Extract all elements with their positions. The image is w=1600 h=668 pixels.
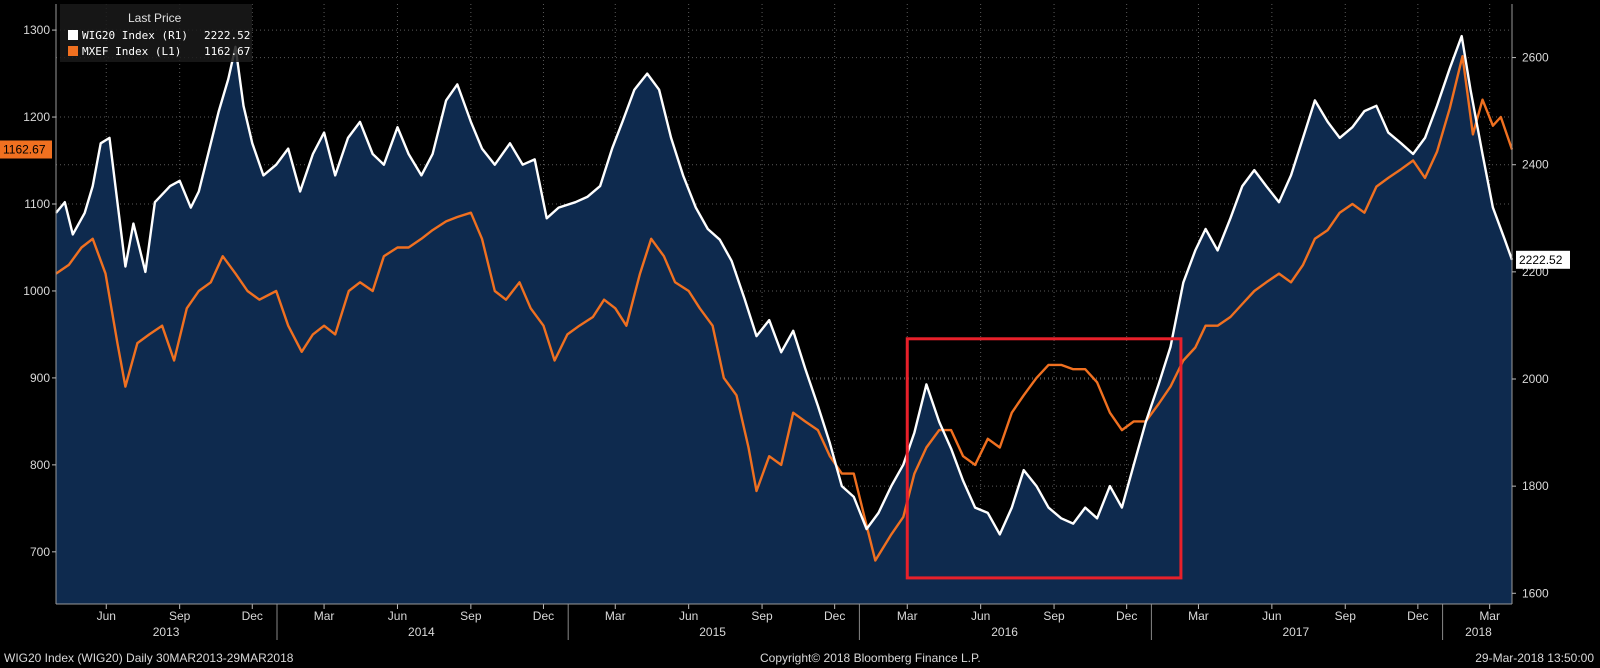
month-tick-label: Mar <box>1188 609 1209 623</box>
series-line-mxef <box>55 55 1514 562</box>
year-tick-label: 2018 <box>1465 625 1492 639</box>
month-tick-label: Sep <box>1335 609 1357 623</box>
month-tick-label: Mar <box>314 609 335 623</box>
legend-value-mxef: 1162.67 <box>204 45 250 58</box>
left-tick-label: 1100 <box>24 197 50 211</box>
right-tick-label: 1800 <box>1522 479 1549 493</box>
month-tick-label: Jun <box>388 609 407 623</box>
left-tick-label: 700 <box>30 545 50 559</box>
month-tick-label: Mar <box>897 609 918 623</box>
month-tick-label: Dec <box>533 609 554 623</box>
month-tick-label: Sep <box>169 609 191 623</box>
left-tick-label: 1200 <box>23 110 50 124</box>
footer-right: 29-Mar-2018 13:50:00 <box>1475 651 1594 665</box>
left-tick-label: 1000 <box>23 284 50 298</box>
last-value-tag-left-text: 1162.67 <box>3 143 46 157</box>
right-tick-label: 2600 <box>1522 51 1549 65</box>
year-tick-label: 2015 <box>699 625 726 639</box>
month-tick-label: Sep <box>1043 609 1065 623</box>
right-tick-label: 2400 <box>1522 158 1549 172</box>
last-value-tag-right-bg <box>1516 250 1570 269</box>
month-tick-label: Mar <box>605 609 626 623</box>
footer-center: Copyright© 2018 Bloomberg Finance L.P. <box>760 651 981 665</box>
month-tick-label: Jun <box>971 609 990 623</box>
month-tick-label: Jun <box>1262 609 1281 623</box>
month-tick-label: Jun <box>679 609 698 623</box>
month-tick-label: Dec <box>824 609 845 623</box>
annotation-layer <box>905 337 1183 580</box>
legend-box <box>60 4 252 62</box>
right-tick-label: 1600 <box>1522 586 1549 600</box>
left-tick-label: 900 <box>30 371 50 385</box>
series-line-wig20 <box>55 34 1514 536</box>
last-value-tag-right-text: 2222.52 <box>1519 253 1563 267</box>
month-tick-label: Dec <box>1407 609 1428 623</box>
axes: 7008009001000110012001300160018002000220… <box>23 4 1549 640</box>
month-tick-label: Jun <box>97 609 116 623</box>
month-tick-label: Mar <box>1479 609 1500 623</box>
legend: Last Price WIG20 Index (R1) 2222.52 MXEF… <box>60 4 252 62</box>
month-tick-label: Dec <box>242 609 263 623</box>
legend-swatch-wig20 <box>68 30 78 40</box>
year-tick-label: 2016 <box>991 625 1018 639</box>
year-tick-label: 2014 <box>408 625 435 639</box>
legend-swatch-mxef <box>68 46 78 56</box>
year-tick-label: 2013 <box>153 625 180 639</box>
legend-header: Last Price <box>128 11 182 25</box>
last-value-tag-left-bg <box>0 140 52 159</box>
series-layer <box>55 34 1514 605</box>
year-tick-label: 2017 <box>1282 625 1309 639</box>
month-tick-label: Sep <box>460 609 482 623</box>
last-value-tag-right: 2222.52 <box>1516 250 1570 269</box>
legend-value-wig20: 2222.52 <box>204 29 250 42</box>
left-tick-label: 800 <box>30 458 50 472</box>
right-tick-label: 2000 <box>1522 372 1549 386</box>
legend-label-mxef: MXEF Index (L1) <box>82 45 181 58</box>
series-area-wig20 <box>56 36 1512 605</box>
last-value-tag-left: 1162.67 <box>0 140 52 159</box>
footer-left: WIG20 Index (WIG20) Daily 30MAR2013-29MA… <box>4 651 294 665</box>
month-tick-label: Dec <box>1116 609 1137 623</box>
legend-label-wig20: WIG20 Index (R1) <box>82 29 188 42</box>
month-tick-label: Sep <box>751 609 773 623</box>
highlight-box <box>905 337 1183 580</box>
left-tick-label: 1300 <box>23 23 50 37</box>
